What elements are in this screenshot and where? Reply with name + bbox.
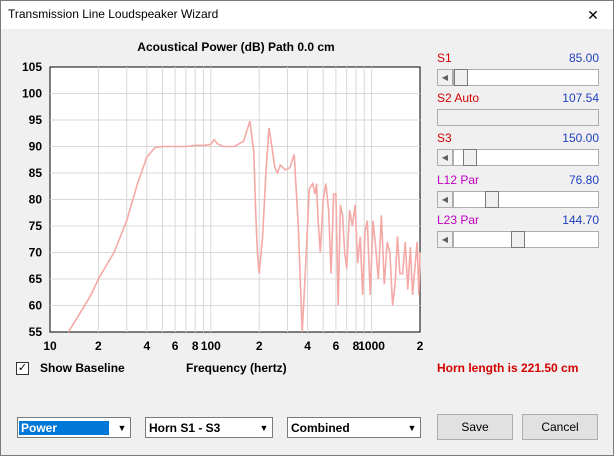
- chevron-left-icon[interactable]: ◀: [437, 69, 453, 86]
- slider-s3-value: 150.00: [562, 131, 599, 145]
- slider-s3-track[interactable]: [453, 149, 599, 166]
- slider-l23-track[interactable]: [453, 231, 599, 248]
- show-baseline-checkbox[interactable]: ✓: [16, 362, 29, 375]
- output-mode-select[interactable]: Combined ▼: [287, 417, 421, 438]
- chevron-left-icon[interactable]: ◀: [437, 149, 453, 166]
- grid-lines: [50, 67, 420, 332]
- slider-l23-label: L23 Par: [437, 213, 480, 227]
- y-tick-label: 75: [29, 219, 43, 233]
- y-tick-label: 60: [29, 299, 43, 313]
- x-tick-label: 2: [256, 339, 263, 353]
- x-tick-label: 2: [95, 339, 102, 353]
- response-curve: [67, 120, 421, 333]
- chevron-down-icon[interactable]: ▼: [407, 422, 417, 433]
- x-tick-label: 2: [417, 339, 424, 353]
- window-title: Transmission Line Loudspeaker Wizard: [8, 7, 219, 21]
- slider-s1-value: 85.00: [568, 51, 599, 65]
- y-tick-label: 70: [29, 246, 43, 260]
- slider-s3-label: S3: [437, 131, 452, 145]
- y-tick-label: 55: [29, 325, 43, 339]
- y-tick-label: 90: [29, 140, 43, 154]
- x-tick-label: 4: [304, 339, 311, 353]
- slider-s1-track[interactable]: [453, 69, 599, 86]
- x-tick-label: 10: [43, 339, 57, 353]
- show-baseline-label[interactable]: Show Baseline: [40, 361, 125, 375]
- slider-s3: S3 150.00 ◀: [437, 131, 599, 171]
- slider-s3-thumb[interactable]: [463, 149, 477, 166]
- x-tick-label: 6: [172, 339, 179, 353]
- slider-s2-label: S2 Auto: [437, 91, 480, 105]
- slider-s2-value: 107.54: [562, 91, 599, 105]
- x-axis-label: Frequency (hertz): [186, 361, 287, 375]
- title-bar: Transmission Line Loudspeaker Wizard ✕: [1, 1, 613, 29]
- slider-s2-track[interactable]: [437, 109, 599, 126]
- slider-l12-value: 76.80: [568, 173, 599, 187]
- slider-l23-thumb[interactable]: [511, 231, 525, 248]
- output-mode-value: Combined: [291, 421, 350, 435]
- chevron-down-icon[interactable]: ▼: [259, 422, 269, 433]
- y-tick-label: 95: [29, 113, 43, 127]
- y-tick-labels: 105 100 95 90 85 80 75 70 65 60 55: [22, 60, 42, 339]
- horn-section-value: Horn S1 - S3: [149, 421, 221, 435]
- slider-l23-value: 144.70: [562, 213, 599, 227]
- slider-l12-label: L12 Par: [437, 173, 480, 187]
- chevron-left-icon[interactable]: ◀: [437, 191, 453, 208]
- cancel-button[interactable]: Cancel: [522, 414, 598, 440]
- x-tick-label: 6: [333, 339, 340, 353]
- close-button[interactable]: ✕: [587, 6, 599, 23]
- x-tick-label: 4: [143, 339, 150, 353]
- slider-l23: L23 Par 144.70 ◀: [437, 213, 599, 253]
- x-tick-label: 1000: [358, 339, 385, 353]
- chevron-left-icon[interactable]: ◀: [437, 231, 453, 248]
- slider-l12-thumb[interactable]: [485, 191, 499, 208]
- slider-s1-label: S1: [437, 51, 452, 65]
- save-button[interactable]: Save: [437, 414, 513, 440]
- y-tick-label: 100: [22, 87, 42, 101]
- x-tick-label: 100: [201, 339, 221, 353]
- chevron-down-icon[interactable]: ▼: [117, 422, 127, 433]
- y-tick-label: 80: [29, 193, 43, 207]
- chart-title: Acoustical Power (dB) Path 0.0 cm: [137, 40, 335, 54]
- view-type-value: Power: [19, 421, 109, 435]
- slider-l12: L12 Par 76.80 ◀: [437, 173, 599, 213]
- horn-section-select[interactable]: Horn S1 - S3 ▼: [145, 417, 273, 438]
- y-tick-label: 105: [22, 60, 42, 74]
- slider-s2: S2 Auto 107.54: [437, 91, 599, 131]
- view-type-select[interactable]: Power ▼: [17, 417, 131, 438]
- horn-length-text: Horn length is 221.50 cm: [437, 361, 579, 375]
- y-tick-label: 65: [29, 272, 43, 286]
- x-tick-label: 8: [192, 339, 199, 353]
- slider-s1: S1 85.00 ◀ ▶: [437, 51, 599, 91]
- y-tick-label: 85: [29, 166, 43, 180]
- slider-l12-track[interactable]: [453, 191, 599, 208]
- x-tick-label: 8: [353, 339, 360, 353]
- slider-s1-thumb[interactable]: [454, 69, 468, 86]
